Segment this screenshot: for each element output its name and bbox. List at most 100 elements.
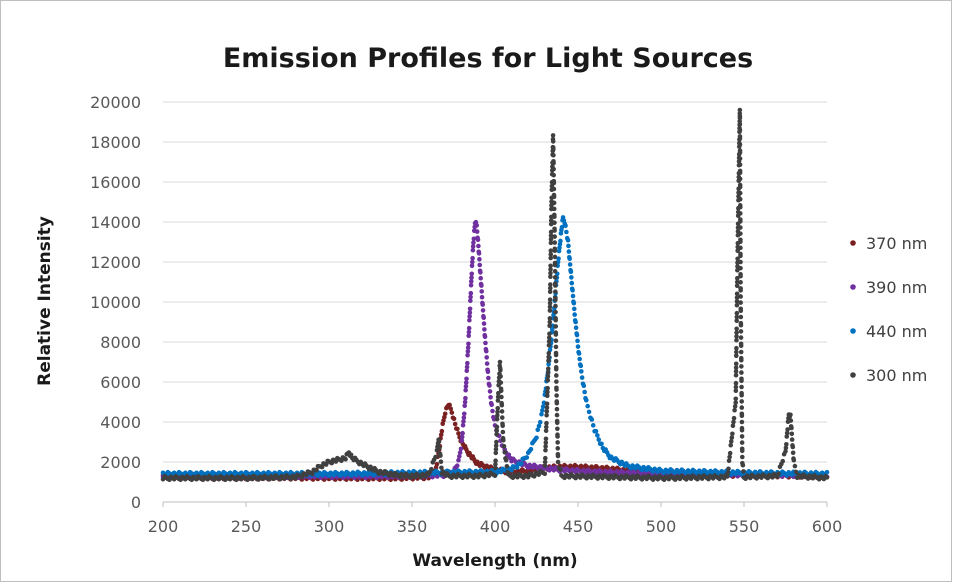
- data-point: [537, 419, 543, 425]
- data-point: [485, 369, 491, 375]
- data-point: [554, 400, 560, 406]
- data-point: [791, 457, 797, 463]
- data-point: [461, 415, 467, 420]
- x-tick-label: 250: [231, 517, 262, 536]
- x-tick-label: 400: [480, 517, 511, 536]
- data-point: [498, 380, 504, 385]
- y-tick-label: 0: [131, 493, 141, 512]
- data-point: [734, 337, 739, 343]
- data-point: [732, 404, 738, 409]
- data-point: [552, 234, 557, 239]
- data-point: [499, 402, 505, 408]
- data-point: [733, 388, 739, 394]
- data-point: [577, 356, 582, 362]
- data-point: [738, 211, 743, 216]
- data-point: [439, 428, 445, 434]
- data-point: [548, 229, 554, 235]
- data-point: [739, 378, 744, 384]
- data-point: [467, 314, 472, 319]
- data-point: [471, 240, 476, 245]
- data-point: [564, 229, 569, 235]
- data-point: [581, 383, 587, 389]
- data-point: [543, 447, 548, 453]
- data-point: [474, 229, 480, 234]
- data-point: [500, 429, 506, 435]
- data-point: [740, 462, 746, 468]
- y-tick-label: 18000: [90, 133, 141, 152]
- data-point: [464, 376, 469, 382]
- data-point: [734, 349, 739, 355]
- data-point: [447, 402, 452, 408]
- legend-marker: [850, 372, 856, 378]
- data-point: [793, 469, 799, 475]
- data-point: [546, 354, 551, 360]
- data-point: [545, 385, 550, 391]
- data-point: [456, 431, 461, 436]
- data-point: [499, 394, 504, 400]
- data-point: [468, 298, 473, 304]
- data-point: [551, 206, 557, 212]
- y-tick-label: 6000: [100, 373, 141, 392]
- data-point: [293, 475, 299, 481]
- data-point: [734, 334, 739, 339]
- data-point: [500, 423, 505, 429]
- legend: 370 nm 390 nm 440 nm 300 nm: [850, 234, 927, 385]
- data-point: [737, 184, 743, 190]
- data-point: [556, 256, 561, 261]
- data-point: [784, 430, 790, 436]
- data-point: [738, 349, 744, 355]
- data-point: [738, 300, 743, 305]
- data-point: [545, 377, 551, 383]
- data-point: [584, 397, 589, 403]
- data-point: [565, 237, 571, 243]
- data-point: [470, 259, 475, 265]
- data-point: [492, 465, 498, 471]
- data-point: [467, 306, 473, 312]
- data-point: [480, 308, 486, 313]
- data-point: [551, 152, 556, 158]
- data-point: [548, 236, 554, 242]
- data-point: [579, 375, 585, 380]
- data-point: [495, 394, 501, 400]
- data-point: [567, 262, 573, 267]
- data-point: [553, 332, 559, 337]
- y-tick-label: 12000: [90, 253, 141, 272]
- data-point: [555, 426, 560, 432]
- data-point: [477, 256, 482, 262]
- data-point: [499, 415, 505, 420]
- data-point: [497, 359, 503, 365]
- data-point: [542, 471, 548, 477]
- data-point: [498, 374, 503, 379]
- y-tick-label: 20000: [90, 93, 141, 112]
- data-point: [734, 330, 739, 335]
- data-point: [739, 434, 745, 439]
- data-point: [558, 231, 564, 236]
- data-point: [789, 425, 794, 431]
- data-point: [572, 312, 577, 317]
- data-point: [546, 335, 552, 340]
- legend-marker: [850, 328, 856, 334]
- data-point: [545, 370, 551, 375]
- data-point: [551, 146, 556, 152]
- x-tick-label: 500: [646, 517, 677, 536]
- legend-label: 300 nm: [866, 366, 927, 385]
- data-point: [738, 273, 743, 279]
- data-point: [734, 299, 740, 304]
- x-tick-label: 450: [563, 517, 594, 536]
- data-point: [481, 321, 487, 326]
- data-point: [727, 454, 732, 460]
- data-point: [543, 444, 548, 449]
- x-tick-label: 350: [397, 517, 428, 536]
- data-point: [479, 283, 484, 288]
- data-point: [739, 357, 744, 363]
- data-point: [573, 319, 578, 325]
- data-point: [543, 424, 549, 430]
- data-point: [737, 204, 743, 210]
- data-point: [555, 434, 560, 439]
- data-point: [475, 237, 481, 243]
- data-point: [554, 420, 560, 426]
- data-point: [738, 314, 744, 320]
- data-point: [544, 405, 550, 410]
- data-point: [783, 445, 789, 451]
- data-point: [314, 467, 319, 473]
